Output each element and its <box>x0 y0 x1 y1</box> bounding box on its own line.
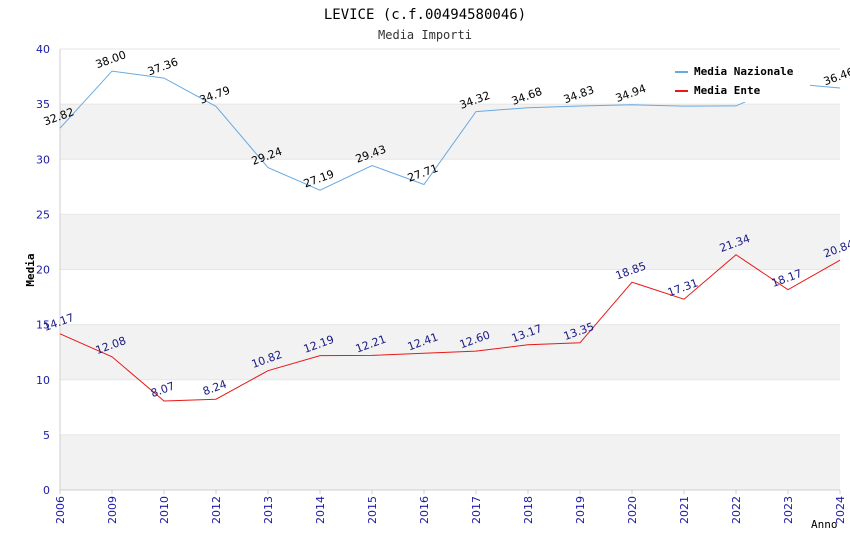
x-tick-label: 2016 <box>418 496 431 524</box>
y-tick-label: 30 <box>36 153 50 166</box>
x-tick-label: 2023 <box>782 496 795 524</box>
y-tick-label: 15 <box>36 319 50 332</box>
series-lines <box>59 70 841 402</box>
grid-band <box>60 269 840 325</box>
y-tick-label: 0 <box>43 484 50 497</box>
y-tick-label: 5 <box>43 429 50 442</box>
grid-band <box>60 159 840 215</box>
x-tick-label: 2021 <box>678 496 691 524</box>
y-tick-label: 10 <box>36 374 50 387</box>
grid-band <box>60 379 840 435</box>
x-tick-label: 2006 <box>54 496 67 524</box>
x-tick-label: 2015 <box>366 496 379 524</box>
x-tick-label: 2010 <box>158 496 171 524</box>
x-tick-label: 2014 <box>314 496 327 524</box>
grid-band <box>60 104 840 160</box>
x-axis-ticks: 2006 2009 2010 2012 2013 2014 2015 2016 2017 2018… <box>54 496 847 524</box>
series-line-media-nazionale <box>59 70 841 191</box>
x-axis-label: Anno <box>811 518 838 531</box>
y-tick-label: 20 <box>36 264 50 277</box>
legend-box <box>670 60 810 102</box>
legend-label-nazionale: Media Nazionale <box>694 65 794 78</box>
grid-band <box>60 214 840 270</box>
x-tick-label: 2024 <box>834 496 847 524</box>
grid-bands <box>60 49 840 490</box>
x-tick-label: 2019 <box>574 496 587 524</box>
x-tick-label: 2020 <box>626 496 639 524</box>
x-tick-label: 2017 <box>470 496 483 524</box>
x-tick-label: 2018 <box>522 496 535 524</box>
y-tick-label: 35 <box>36 98 50 111</box>
y-tick-label: 25 <box>36 208 50 221</box>
chart-subtitle: Media Importi <box>378 28 472 42</box>
grid-band <box>60 434 840 490</box>
grid-lines <box>59 48 841 494</box>
x-tick-label: 2012 <box>210 496 223 524</box>
series-line-media-ente <box>59 254 841 402</box>
chart-title: LEVICE (c.f.00494580046) <box>324 7 526 23</box>
y-axis-label: Media <box>24 253 37 286</box>
y-tick-label: 40 <box>36 43 50 56</box>
y-axis-ticks: 0 5 10 15 20 25 30 35 40 <box>36 43 50 497</box>
x-tick-label: 2009 <box>106 496 119 524</box>
legend: Media Nazionale Media Ente <box>670 60 810 102</box>
legend-label-ente: Media Ente <box>694 84 761 97</box>
x-tick-label: 2022 <box>730 496 743 524</box>
x-tick-label: 2013 <box>262 496 275 524</box>
